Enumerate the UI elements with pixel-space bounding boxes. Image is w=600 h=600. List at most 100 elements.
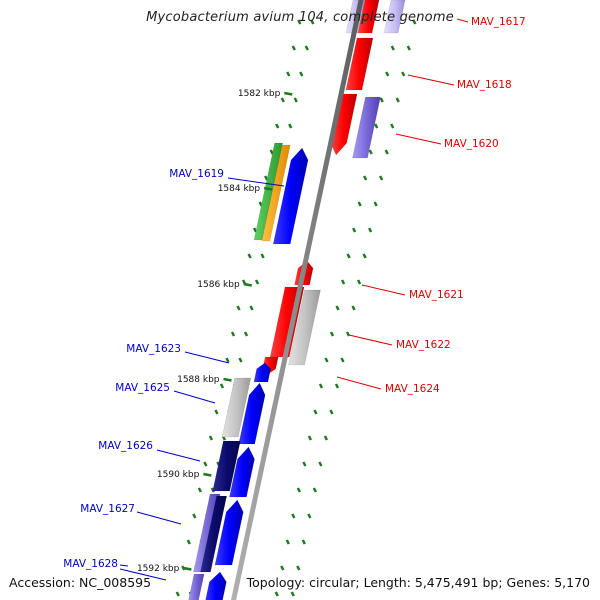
track-dot [384,149,389,155]
gene-label-leader [361,284,406,296]
gene-label-leader [184,351,230,364]
track-dot [299,71,304,77]
track-dot [351,227,357,233]
track-dot [175,591,180,597]
track-dot [225,357,230,363]
track-dot [340,279,346,285]
track-dot [304,45,309,51]
track-dot [323,435,329,441]
track-dot [280,565,285,571]
gene-feature-mav-1625 [238,382,266,445]
gene-feature-mav-1619 [272,147,309,245]
gene-feature-mav-1619b [261,144,291,242]
track-dot [313,409,318,415]
track-dot [249,305,254,311]
track-dot [290,591,295,597]
gene-label-leader [407,74,455,86]
track-dot [334,383,340,389]
gene-label[interactable]: MAV_1618 [457,79,512,91]
track-dot [318,461,323,467]
track-dot [368,149,373,155]
kbp-tick-label: 1588 kbp [177,375,220,385]
track-dot [291,513,296,519]
track-dot [238,357,243,363]
gene-feature-mav-1620 [352,96,381,159]
kbp-tick-mark [203,472,212,477]
track-dot [312,487,317,493]
track-dot [379,175,384,181]
gene-feature-mav-1619a [253,142,284,241]
track-dot [197,487,202,493]
track-dot [324,357,329,363]
gene-feature-mav-1627b [200,495,228,573]
track-dot [357,201,362,207]
kbp-ticks: 1582 kbp 1584 kbp 1586 kbp 1588 kbp 1590 kbp… [137,89,293,574]
track-dot [296,565,301,571]
track-dot [297,19,302,25]
track-dot [210,487,215,493]
track-dot [186,539,191,545]
track-dot [374,123,379,129]
track-dot [379,97,384,103]
gene-label[interactable]: MAV_1626 [98,440,153,452]
track-dot [236,305,241,311]
track-dot [269,149,274,155]
track-dot [192,513,197,519]
track-dot [252,227,258,233]
track-dot [307,435,313,441]
track-dot [390,123,395,129]
track-dot [208,435,214,441]
track-dot [275,123,280,129]
track-dot [264,175,269,181]
track-dot [260,253,265,259]
gene-label[interactable]: MAV_1623 [126,343,181,355]
gene-label-leader [119,564,129,567]
gene-feature-mav-1625a [221,377,252,438]
kbp-tick-mark [263,186,273,191]
gene-label[interactable]: MAV_1617 [471,16,526,28]
gene-label-leader [227,177,285,187]
track-dot [286,71,291,77]
track-dot [395,97,400,103]
gene-label[interactable]: MAV_1621 [409,289,464,301]
gene-feature-mav-1617b [357,0,380,34]
map-title: Mycobacterium avium 104, complete genome [146,10,454,25]
kbp-tick-mark [284,91,293,96]
kbp-tick-label: 1590 kbp [157,470,200,480]
track-dot [345,331,351,337]
gene-feature-mav-1628a [188,573,205,600]
kbp-tick-label: 1582 kbp [238,89,281,99]
track-dot [373,201,378,207]
gene-label-leader [395,133,442,145]
track-dot [219,383,225,389]
kbp-tick-mark [223,377,232,382]
gene-feature-mav-1628 [205,571,227,600]
gene-label[interactable]: MAV_1622 [396,339,451,351]
gene-label[interactable]: MAV_1620 [444,138,499,150]
track-dot [401,71,406,77]
track-dot [296,487,301,493]
track-dot [318,383,324,389]
gene-label[interactable]: MAV_1624 [385,383,440,395]
track-dot [390,45,395,51]
gene-feature-mav-1622 [288,289,321,366]
track-dot [351,305,356,311]
track-dot [302,461,307,467]
track-dot [214,409,219,415]
gene-feature-mav-1617c [383,0,406,34]
gene-label[interactable]: MAV_1619 [169,168,224,180]
kbp-tick-mark [183,566,192,571]
topology-text: Topology: circular; Length: 5,475,491 bp… [246,575,590,590]
track-dot [230,331,236,337]
gene-label[interactable]: MAV_1628 [63,558,118,570]
track-dot [243,331,249,337]
track-dot [280,97,285,103]
backbone-line [231,0,364,600]
gene-label[interactable]: MAV_1625 [115,382,170,394]
gene-labels: MAV_1617 MAV_1618 MAV_1620 MAV_1619 MAV_1621… [63,16,526,581]
gene-label-leader [119,568,167,581]
kbp-tick-label: 1586 kbp [197,280,240,290]
gene-label[interactable]: MAV_1627 [80,503,135,515]
